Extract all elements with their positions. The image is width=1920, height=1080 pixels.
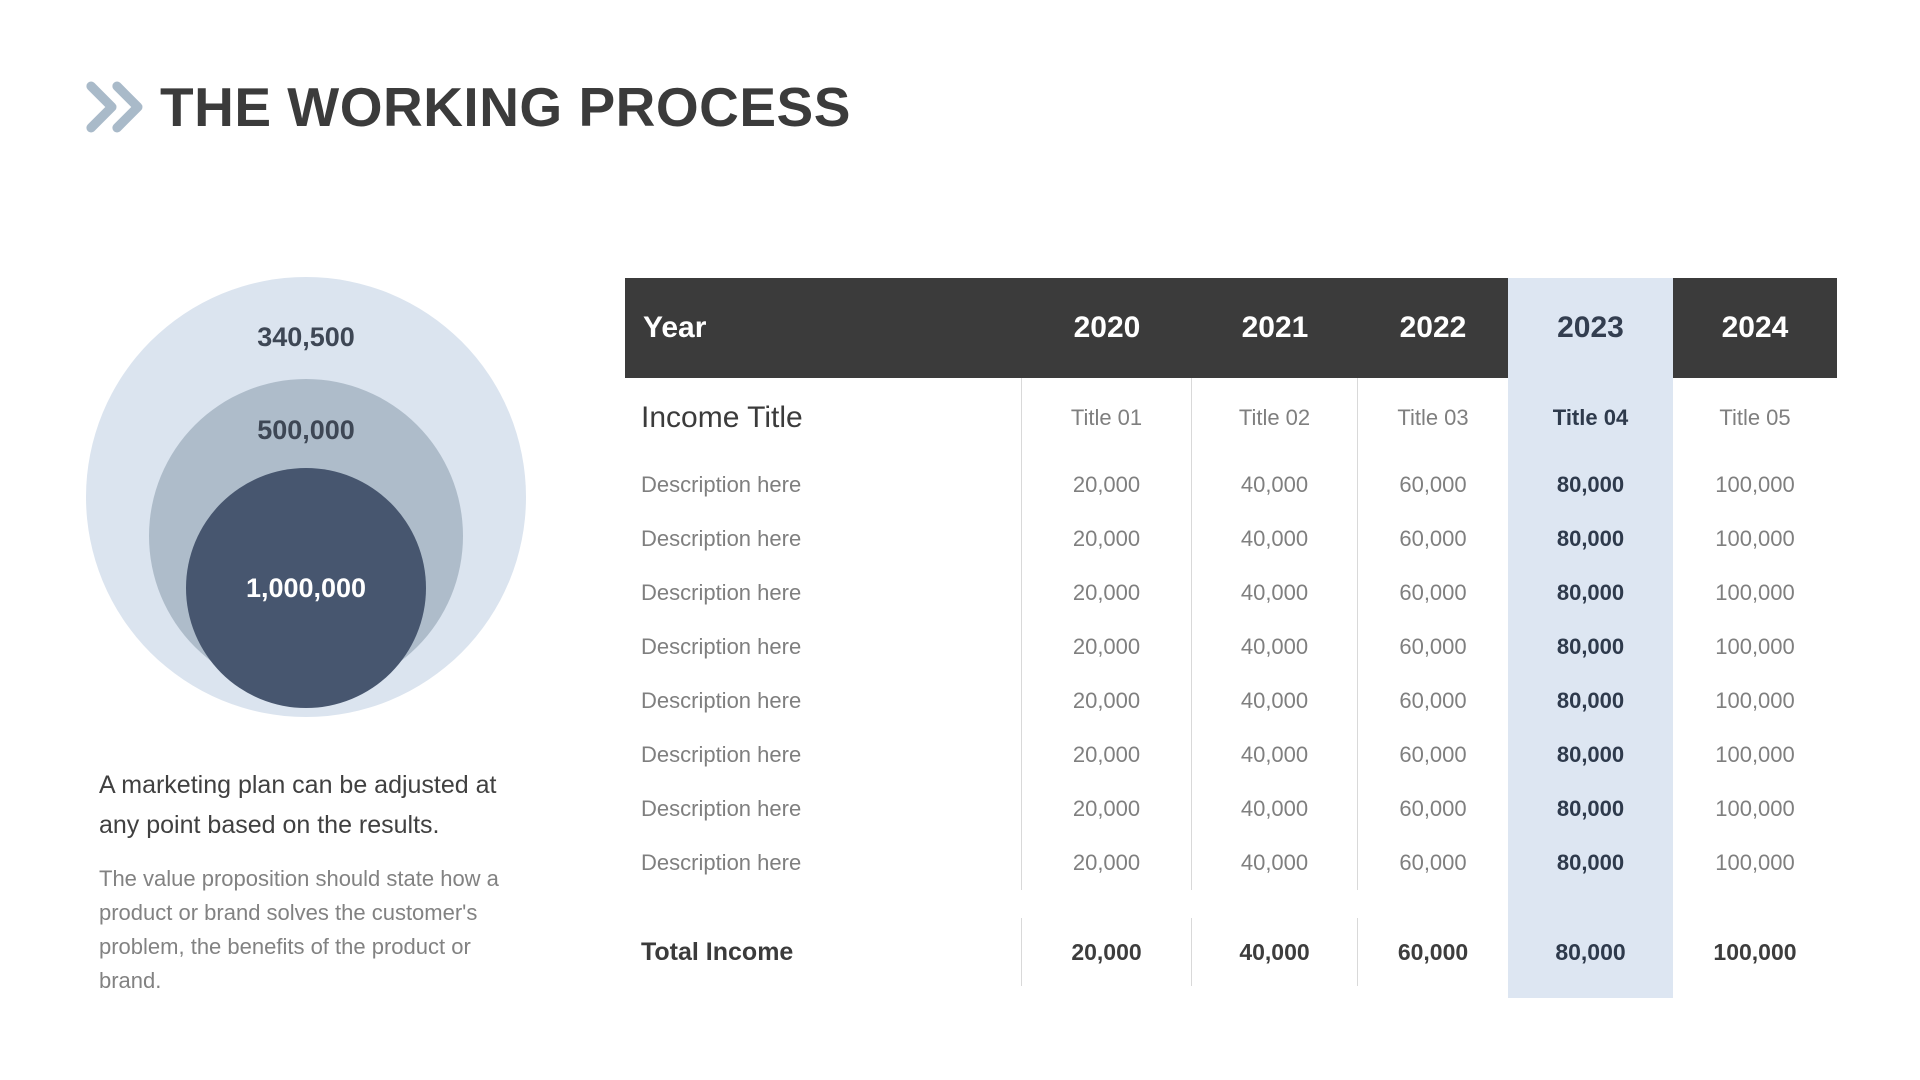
row-label: Description here [625,566,1022,620]
highlighted-year-column [1508,278,1673,998]
table-row: Description here 20,000 40,000 60,000 80… [625,782,1837,836]
bubble-value-inner: 1,000,000 [245,573,367,603]
row-label: Description here [625,728,1022,782]
cell-total: 100,000 [1713,938,1797,965]
cell-value: 20,000 [1022,512,1192,566]
cell-value: 80,000 [1556,850,1625,875]
cell-value: 80,000 [1556,742,1625,767]
cell-value: 80,000 [1556,472,1625,497]
header-cell-2023: 2023 [1557,311,1624,344]
cell-value: 40,000 [1192,674,1358,728]
cell-value: 40,000 [1192,728,1358,782]
cell-value: 20,000 [1022,728,1192,782]
row-label: Income Title [625,378,1022,458]
cell-value: 20,000 [1022,458,1192,512]
cell-value: 80,000 [1556,796,1625,821]
cell-value: 60,000 [1399,526,1467,551]
cell-value: 40,000 [1192,512,1358,566]
row-label: Description here [625,674,1022,728]
cell-value: 60,000 [1399,472,1467,497]
cell-value: 60,000 [1399,850,1467,875]
cell-value: 100,000 [1715,688,1795,713]
cell-title-03: Title 03 [1397,405,1469,430]
page-title: THE WORKING PROCESS [160,76,851,138]
cell-value: 100,000 [1715,580,1795,605]
cell-total: 60,000 [1397,938,1469,965]
cell-title-02: Title 02 [1192,378,1358,458]
cell-value: 100,000 [1715,850,1795,875]
header-cell-2020: 2020 [1022,278,1192,378]
row-label: Description here [625,458,1022,512]
table-row: Description here 20,000 40,000 60,000 80… [625,728,1837,782]
cell-value: 100,000 [1715,526,1795,551]
row-label: Description here [625,512,1022,566]
table-row-income-title: Income Title Title 01 Title 02 Title 03 … [625,378,1837,458]
slide-header: THE WORKING PROCESS [84,78,851,136]
cell-value: 40,000 [1192,782,1358,836]
double-chevron-right-icon [86,81,143,133]
row-label: Description here [625,782,1022,836]
cell-value: 20,000 [1022,566,1192,620]
cell-value: 60,000 [1399,796,1467,821]
row-label: Description here [625,620,1022,674]
row-label: Description here [625,836,1022,890]
table-row: Description here 20,000 40,000 60,000 80… [625,620,1837,674]
cell-value: 60,000 [1399,688,1467,713]
table-row: Description here 20,000 40,000 60,000 80… [625,566,1837,620]
cell-value: 60,000 [1399,634,1467,659]
header-cell-2022: 2022 [1358,278,1508,378]
cell-title-04: Title 04 [1552,405,1629,430]
row-label: Total Income [625,918,1022,986]
cell-value: 20,000 [1022,674,1192,728]
cell-value: 80,000 [1556,526,1625,551]
table-row: Description here 20,000 40,000 60,000 80… [625,836,1837,890]
cell-value: 20,000 [1022,620,1192,674]
cell-title-05: Title 05 [1719,405,1791,430]
cell-value: 60,000 [1399,742,1467,767]
cell-value: 20,000 [1022,782,1192,836]
caption-heading: A marketing plan can be adjusted at any … [99,771,497,839]
cell-value: 40,000 [1192,566,1358,620]
cell-value: 40,000 [1192,458,1358,512]
cell-value: 40,000 [1192,620,1358,674]
caption-body: The value proposition should state how a… [99,866,499,993]
header-cell-2021: 2021 [1192,278,1358,378]
cell-value: 20,000 [1022,836,1192,890]
cell-value: 60,000 [1399,580,1467,605]
bubble-value-middle: 500,000 [257,415,355,445]
cell-value: 100,000 [1715,742,1795,767]
bubble-value-outer: 340,500 [257,322,355,352]
cell-value: 100,000 [1715,796,1795,821]
table-row: Description here 20,000 40,000 60,000 80… [625,512,1837,566]
income-table: Year 2020 2021 2022 2023 2024 Income Tit… [625,278,1837,998]
bubble-circle-inner [186,468,426,708]
cell-total: 80,000 [1555,938,1626,965]
cell-value: 100,000 [1715,472,1795,497]
cell-total: 20,000 [1022,918,1192,986]
table-row: Description here 20,000 40,000 60,000 80… [625,458,1837,512]
cell-value: 80,000 [1556,634,1625,659]
cell-value: 80,000 [1556,688,1625,713]
table-row: Description here 20,000 40,000 60,000 80… [625,674,1837,728]
cell-value: 80,000 [1556,580,1625,605]
cell-value: 100,000 [1715,634,1795,659]
cell-total: 40,000 [1192,918,1358,986]
cell-value: 40,000 [1192,836,1358,890]
header-cell-year: Year [625,278,1022,378]
cell-title-01: Title 01 [1022,378,1192,458]
table-header-row: Year 2020 2021 2022 2023 2024 [625,278,1837,378]
table-body: Income Title Title 01 Title 02 Title 03 … [625,378,1837,998]
table-row-total-income: Total Income 20,000 40,000 60,000 80,000… [625,918,1837,986]
header-cell-2024: 2024 [1673,278,1837,378]
